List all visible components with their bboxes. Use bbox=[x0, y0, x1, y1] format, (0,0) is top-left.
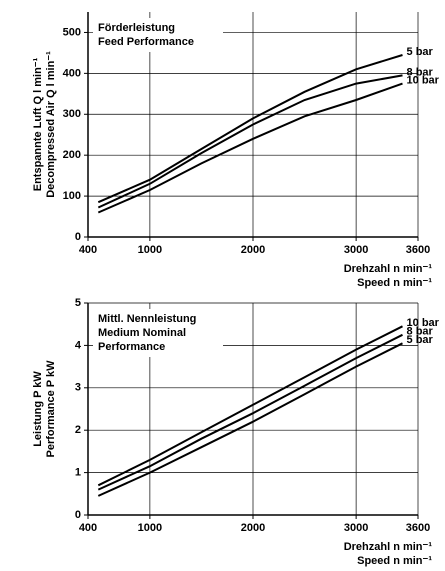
annotation: Performance bbox=[98, 341, 165, 353]
x-tick-label: 2000 bbox=[241, 244, 265, 256]
series-line bbox=[97, 333, 403, 491]
y-tick-label: 2 bbox=[75, 424, 81, 436]
x-tick-label: 1000 bbox=[138, 244, 162, 256]
series-label: 5 bar bbox=[407, 334, 434, 346]
annotation-box bbox=[93, 309, 223, 357]
y-tick-label: 400 bbox=[63, 67, 81, 79]
y-tick-label: 5 bbox=[75, 297, 81, 309]
series-line bbox=[97, 82, 403, 214]
series-line bbox=[97, 54, 403, 204]
x-tick-label: 3000 bbox=[344, 244, 368, 256]
x-tick-label: 400 bbox=[79, 244, 97, 256]
x-axis-label: Drehzahl n min⁻¹ bbox=[344, 541, 433, 553]
y-tick-label: 3 bbox=[75, 382, 81, 394]
annotation: Medium Nominal bbox=[98, 327, 186, 339]
y-tick-label: 0 bbox=[75, 509, 81, 521]
series-label: 8 bar bbox=[407, 326, 434, 338]
x-tick-label: 3000 bbox=[344, 522, 368, 534]
y-tick-label: 1 bbox=[75, 467, 81, 479]
y-axis-label: Decompressed Air Q l min⁻¹ bbox=[45, 51, 57, 198]
y-axis-label: Performance P kW bbox=[45, 360, 57, 458]
series-label: 10 bar bbox=[407, 317, 440, 329]
annotation-box bbox=[93, 18, 223, 52]
x-axis-label: Drehzahl n min⁻¹ bbox=[344, 263, 433, 275]
series-line bbox=[97, 325, 403, 487]
series-label: 8 bar bbox=[407, 66, 434, 78]
series-line bbox=[97, 342, 403, 497]
y-tick-label: 200 bbox=[63, 149, 81, 161]
annotation: Mittl. Nennleistung bbox=[98, 313, 196, 325]
y-axis-label: Leistung P kW bbox=[32, 371, 44, 447]
x-axis-label: Speed n min⁻¹ bbox=[357, 555, 432, 567]
x-tick-label: 1000 bbox=[138, 522, 162, 534]
annotation: Förderleistung bbox=[98, 22, 175, 34]
y-tick-label: 0 bbox=[75, 231, 81, 243]
series-line bbox=[97, 74, 403, 209]
annotation: Feed Performance bbox=[98, 36, 194, 48]
x-tick-label: 400 bbox=[79, 522, 97, 534]
x-tick-label: 3600 bbox=[406, 522, 430, 534]
y-axis-label: Entspannte Luft Q l min⁻¹ bbox=[32, 57, 44, 191]
y-tick-label: 4 bbox=[75, 339, 82, 351]
y-tick-label: 500 bbox=[63, 26, 81, 38]
x-tick-label: 2000 bbox=[241, 522, 265, 534]
y-tick-label: 100 bbox=[63, 190, 81, 202]
x-axis-label: Speed n min⁻¹ bbox=[357, 277, 432, 289]
series-label: 5 bar bbox=[407, 46, 434, 58]
y-tick-label: 300 bbox=[63, 108, 81, 120]
series-label: 10 bar bbox=[407, 74, 440, 86]
x-tick-label: 3600 bbox=[406, 244, 430, 256]
